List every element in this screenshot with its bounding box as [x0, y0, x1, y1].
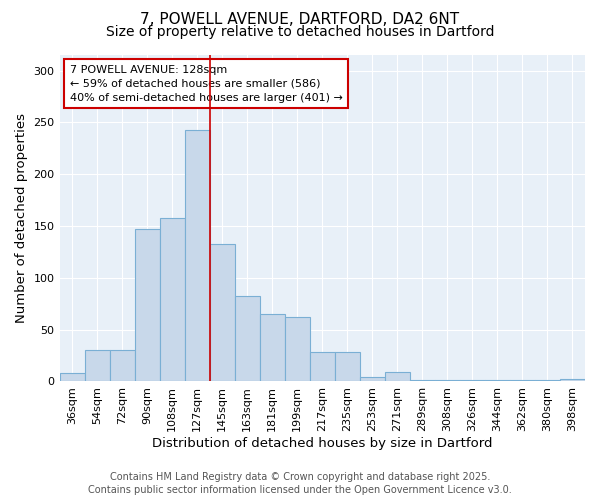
Text: 7 POWELL AVENUE: 128sqm
← 59% of detached houses are smaller (586)
40% of semi-d: 7 POWELL AVENUE: 128sqm ← 59% of detache… [70, 65, 343, 103]
Bar [535, 380, 560, 382]
Bar [560, 380, 585, 382]
X-axis label: Distribution of detached houses by size in Dartford: Distribution of detached houses by size … [152, 437, 493, 450]
Bar [435, 380, 460, 382]
Bar [134, 229, 160, 382]
Text: 7, POWELL AVENUE, DARTFORD, DA2 6NT: 7, POWELL AVENUE, DARTFORD, DA2 6NT [140, 12, 460, 28]
Bar [335, 352, 360, 382]
Bar [110, 350, 134, 382]
Y-axis label: Number of detached properties: Number of detached properties [15, 113, 28, 323]
Bar [360, 378, 385, 382]
Bar [410, 380, 435, 382]
Bar [185, 130, 209, 382]
Bar [160, 218, 185, 382]
Bar [485, 380, 510, 382]
Bar [285, 317, 310, 382]
Bar [235, 296, 260, 382]
Bar [510, 380, 535, 382]
Bar [460, 380, 485, 382]
Text: Contains HM Land Registry data © Crown copyright and database right 2025.
Contai: Contains HM Land Registry data © Crown c… [88, 472, 512, 495]
Bar [59, 373, 85, 382]
Bar [85, 350, 110, 382]
Bar [385, 372, 410, 382]
Bar [310, 352, 335, 382]
Text: Size of property relative to detached houses in Dartford: Size of property relative to detached ho… [106, 25, 494, 39]
Bar [209, 244, 235, 382]
Bar [260, 314, 285, 382]
